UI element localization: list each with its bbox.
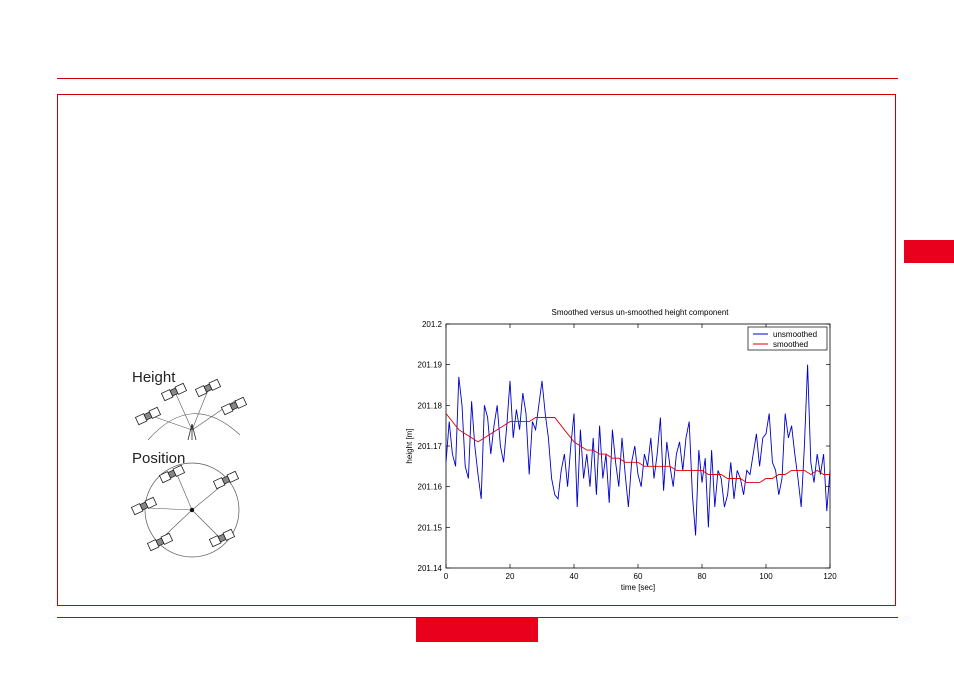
satellite-icon (220, 396, 248, 416)
chart-title: Smoothed versus un-smoothed height compo… (552, 308, 730, 317)
x-tick-label: 120 (823, 572, 837, 581)
x-tick-label: 100 (759, 572, 773, 581)
y-axis-label: height [m] (405, 428, 414, 463)
legend-label-smoothed: smoothed (773, 340, 808, 349)
y-tick-label: 201.19 (418, 361, 443, 370)
x-tick-label: 0 (444, 572, 449, 581)
satellite-diagram: Height Position (130, 369, 248, 558)
legend: unsmoothed smoothed (747, 326, 828, 351)
series-line-smoothed (445, 413, 830, 484)
satellite-icon (134, 406, 162, 426)
legend-label-unsmoothed: unsmoothed (773, 330, 817, 339)
axes: 0 20 40 60 80 100 120 201.14 201.15 201.16 201.17 2… (418, 320, 838, 581)
bottom-tab-marker (416, 618, 538, 642)
satellite-icon (208, 528, 236, 548)
x-tick-label: 20 (506, 572, 515, 581)
height-chart: Smoothed versus un-smoothed height compo… (405, 308, 838, 592)
x-tick-label: 80 (698, 572, 707, 581)
y-tick-label: 201.17 (418, 442, 443, 451)
satellite-icons (130, 378, 248, 552)
satellite-icon (160, 382, 188, 402)
height-label: Height (132, 369, 176, 386)
satellite-icon (212, 470, 240, 490)
content-frame (57, 94, 896, 606)
x-tick-label: 60 (634, 572, 643, 581)
series-layer (445, 364, 831, 536)
series-line-unsmoothed (445, 364, 831, 536)
position-label: Position (132, 450, 185, 467)
satellite-icon (158, 464, 186, 484)
bottom-rule (57, 617, 898, 618)
plot-area (445, 323, 831, 569)
y-tick-label: 201.14 (418, 564, 443, 573)
satellite-icon (146, 532, 174, 552)
satellite-icon (194, 378, 222, 398)
y-tick-label: 201.16 (418, 483, 443, 492)
height-geometry (147, 389, 241, 441)
satellite-icon (130, 496, 158, 516)
y-tick-label: 201.15 (418, 523, 443, 532)
x-axis-label: time [sec] (621, 583, 655, 592)
position-point (189, 507, 195, 513)
y-tick-label: 201.18 (418, 401, 443, 410)
side-tab-marker (904, 240, 954, 263)
x-tick-label: 40 (570, 572, 579, 581)
position-circle (144, 462, 240, 558)
top-rule (57, 78, 898, 79)
y-tick-label: 201.2 (422, 320, 443, 329)
tripod-icon (187, 423, 197, 441)
